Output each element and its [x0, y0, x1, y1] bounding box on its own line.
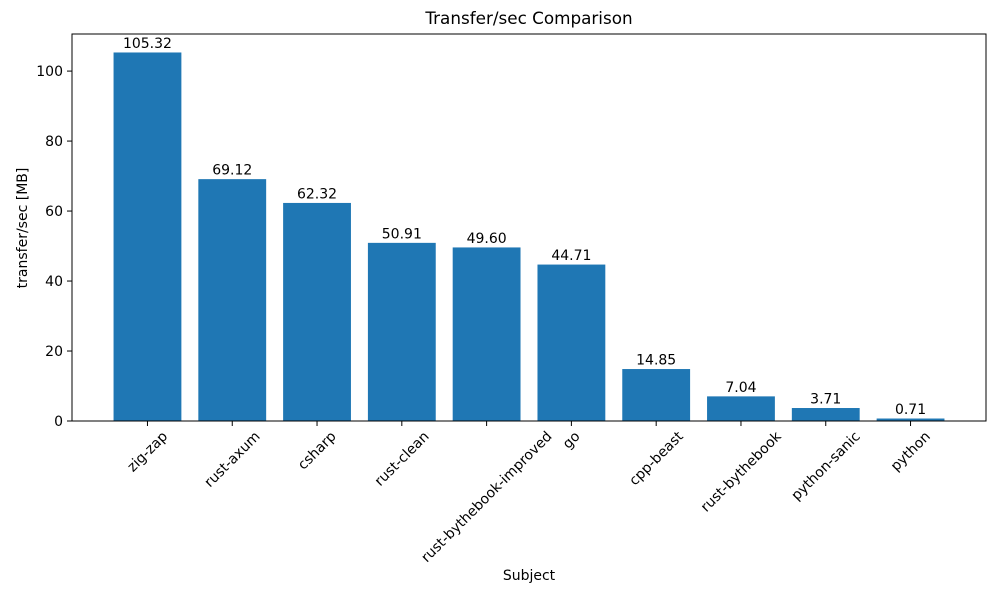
y-tick-label: 0 — [54, 414, 63, 430]
x-axis-label: Subject — [503, 568, 556, 584]
y-tick-label: 100 — [36, 64, 63, 80]
x-tick-label: cpp-beast — [626, 428, 687, 489]
bar-python-sanic — [791, 408, 860, 421]
x-tick-label: rust-clean — [372, 429, 433, 490]
chart-title: Transfer/sec Comparison — [424, 8, 632, 28]
bar-go — [537, 264, 606, 421]
bar-value-label: 14.85 — [636, 353, 676, 369]
bar-value-label: 44.71 — [551, 248, 591, 264]
bar-rust-bythebook — [707, 396, 775, 421]
bar-value-label: 3.71 — [810, 392, 841, 408]
x-tick-label: rust-axum — [202, 429, 264, 491]
bar-value-label: 62.32 — [297, 186, 337, 202]
plot-border — [71, 33, 987, 422]
y-axis-label: transfer/sec [MB] — [15, 168, 31, 289]
bars-layer — [113, 52, 945, 421]
bar-python — [876, 418, 945, 421]
y-tick-label: 60 — [45, 204, 63, 220]
bar-rust-clean — [367, 242, 436, 421]
bar-rust-axum — [198, 179, 267, 421]
axes-layer — [67, 33, 987, 426]
bar-csharp — [283, 202, 351, 421]
x-tick-label: python — [888, 429, 934, 475]
x-tick-label: rust-bythebook-improved — [418, 429, 555, 566]
x-tick-label: go — [560, 429, 584, 453]
x-tick-label: zig-zap — [124, 429, 171, 476]
bar-value-label: 69.12 — [212, 163, 252, 179]
bar-value-label: 105.32 — [123, 36, 172, 52]
bar-value-label: 0.71 — [895, 402, 926, 418]
x-tick-label: rust-bythebook — [698, 428, 785, 515]
bar-value-label: 49.60 — [467, 231, 507, 247]
x-tick-label: csharp — [295, 429, 340, 474]
y-tick-label: 40 — [45, 274, 63, 290]
bar-zig-zap — [113, 52, 182, 421]
bar-value-label: 7.04 — [725, 380, 756, 396]
y-tick-label: 20 — [45, 344, 63, 360]
bar-rust-bythebook-improved — [452, 247, 521, 421]
y-tick-label: 80 — [45, 134, 63, 150]
x-tick-label: python-sanic — [788, 429, 863, 504]
bar-cpp-beast — [622, 369, 691, 421]
bar-value-label: 50.91 — [382, 226, 422, 242]
